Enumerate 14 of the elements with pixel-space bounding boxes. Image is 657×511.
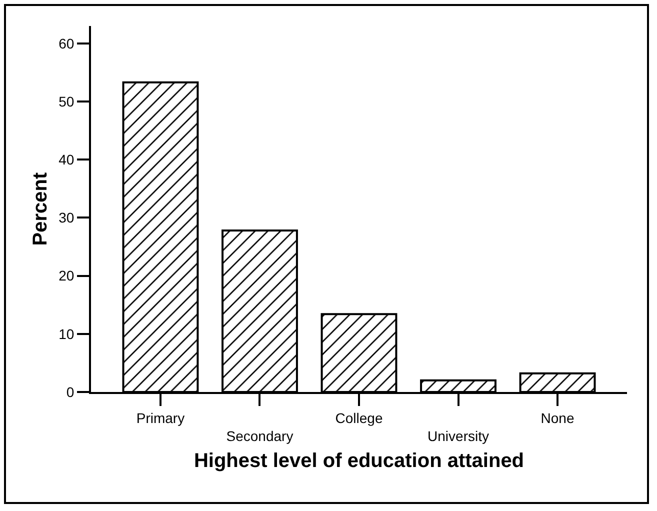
y-tick-label: 50 [58,93,74,110]
x-tick-label: Secondary [226,428,294,444]
y-tick-label: 10 [58,326,74,342]
y-tick-label: 60 [58,35,74,52]
y-tick-label: 40 [58,152,74,168]
x-tick-label: University [428,428,489,444]
x-tick-label: College [335,410,383,426]
x-tick-label: None [540,410,574,426]
x-axis-title: Highest level of education attained [194,450,524,472]
y-tick-label: 0 [66,384,74,400]
y-tick-label: 30 [58,210,74,226]
y-tick-label: 20 [58,268,74,284]
y-axis-title: Percent [30,172,52,246]
x-tick-label: Primary [136,410,185,426]
